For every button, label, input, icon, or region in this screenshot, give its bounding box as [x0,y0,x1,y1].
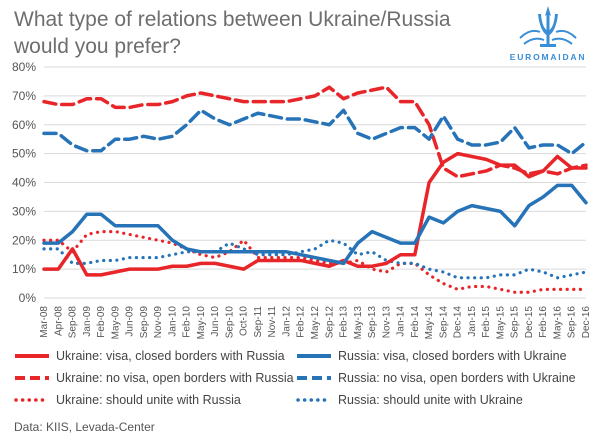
x-tick-label: May-14 [424,306,435,340]
x-tick-label: Dec-15 [524,306,535,339]
x-tick-label: Feb-12 [296,306,307,338]
x-tick-label: Feb-14 [410,306,421,338]
source-note: Data: KIIS, Levada-Center [14,420,155,434]
chart-title-line-2: would you prefer? [14,35,181,58]
x-tick-label: Dec-16 [581,306,592,339]
legend-item-russia-no-visa: Russia: no visa, open borders with Ukrai… [296,370,576,386]
x-tick-label: May-12 [310,306,321,340]
x-tick-label: Mar-08 [39,306,50,338]
y-tick-label: 50% [12,147,36,161]
x-tick-label: Jan-12 [281,306,292,337]
legend-label: Russia: visa, closed borders with Ukrain… [338,349,567,363]
y-tick-label: 30% [12,204,36,218]
x-tick-label: Sep-10 [224,306,235,339]
x-tick-label: May-09 [110,306,121,340]
x-tick-label: May-15 [495,306,506,340]
legend-label: Ukraine: should unite with Russia [56,393,241,407]
series-lines [42,85,588,294]
x-tick-label: Sep-12 [324,306,335,339]
x-tick-label: Sep-09 [139,306,150,339]
y-tick-label: 20% [12,233,36,247]
legend-swatch-dashed-red [15,376,49,380]
x-tick-label: Sep-08 [68,306,79,339]
legend-label: Russia: no visa, open borders with Ukrai… [338,371,576,385]
trident-crown-icon [519,6,577,47]
series-line-0 [42,151,588,277]
y-tick-label: 10% [12,262,36,276]
chart-legend: Ukraine: visa, closed borders with Russi… [14,344,594,418]
legend-item-russia-unite: Russia: should unite with Ukraine [296,392,523,408]
legend-label: Ukraine: visa, closed borders with Russi… [56,349,285,363]
x-tick-label: Nov-13 [381,306,392,339]
y-tick-label: 80% [12,60,36,74]
legend-item-ukraine-no-visa: Ukraine: no visa, open borders with Russ… [14,370,294,386]
x-tick-label: Sep-11 [253,306,264,338]
x-tick-label: Nov-11 [267,306,278,338]
x-tick-label: Jun-09 [125,306,136,337]
x-tick-label: Jan-10 [167,306,178,337]
y-axis-ticks: 0% 10% 20% 30% 40% 50% 60% 70% 80% [12,60,36,305]
x-tick-label: Jan-14 [396,306,407,337]
y-tick-label: 0% [19,291,37,305]
legend-label: Ukraine: no visa, open borders with Russ… [56,371,294,385]
x-tick-label: Apr-08 [53,306,64,336]
x-tick-label: May-16 [552,306,563,340]
y-tick-label: 40% [12,176,36,190]
legend-item-ukraine-visa: Ukraine: visa, closed borders with Russi… [14,348,285,364]
series-line-1 [42,183,588,266]
y-tick-label: 70% [12,89,36,103]
x-axis-ticks: Mar-08 Apr-08 Sep-08 Jan-09 Feb-09 May-09 Jun-… [39,306,592,340]
legend-swatch-dashed-blue [297,376,331,380]
series-line-2 [42,85,588,179]
x-tick-label: Sep-15 [510,306,521,339]
x-tick-label: Jan-15 [467,306,478,337]
x-tick-label: Feb-15 [481,306,492,338]
x-tick-label: Feb-13 [339,306,350,338]
series-line-3 [42,108,588,156]
x-tick-label: Feb-09 [96,306,107,338]
legend-swatch-dotted-red [14,398,50,402]
x-tick-label: May-10 [196,306,207,340]
logo-text: EUROMAIDAN [509,52,587,62]
x-tick-label: May-13 [353,306,364,340]
chart-title: What type of relations between Ukraine/R… [14,6,484,60]
legend-swatch-dotted-blue [296,398,332,402]
chart-title-line-1: What type of relations between Ukraine/R… [14,8,451,31]
x-tick-label: Jun-10 [210,306,221,337]
legend-item-russia-visa: Russia: visa, closed borders with Ukrain… [296,348,567,364]
x-tick-label: Sep-13 [367,306,378,339]
x-tick-label: Nov-09 [153,306,164,339]
x-tick-label: Feb-10 [182,306,193,338]
legend-item-ukraine-unite: Ukraine: should unite with Russia [14,392,241,408]
x-tick-label: Oct-10 [239,306,250,336]
x-tick-label: Sep-16 [567,306,578,339]
series-line-5 [42,238,588,280]
legend-swatch-solid-blue [297,354,331,358]
x-tick-label: Feb-16 [538,306,549,338]
legend-label: Russia: should unite with Ukraine [338,393,523,407]
legend-swatch-solid-red [15,354,49,358]
y-tick-label: 60% [12,118,36,132]
x-tick-label: Dec-14 [453,306,464,339]
series-line-4 [42,229,588,294]
x-tick-label: Jan-09 [82,306,93,337]
x-tick-label: Sep-14 [438,306,449,339]
euromaidan-logo: EUROMAIDAN [500,2,596,72]
